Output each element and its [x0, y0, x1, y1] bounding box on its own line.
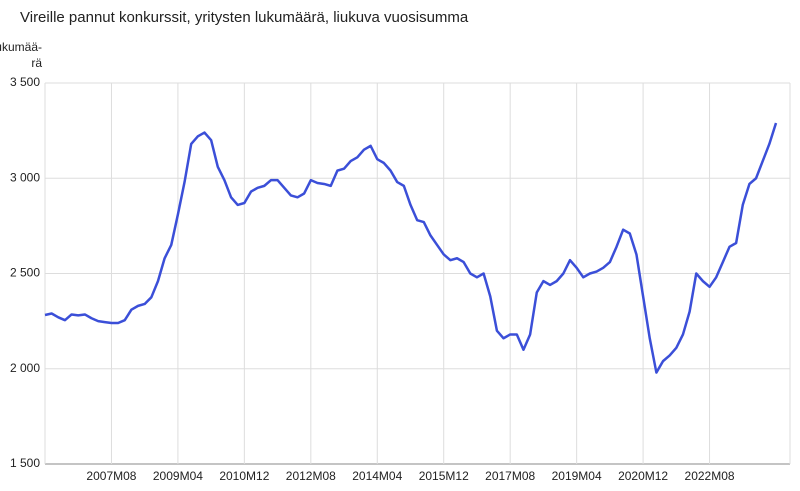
- x-tick-label: 2012M08: [286, 469, 336, 483]
- x-tick-label: 2022M08: [685, 469, 735, 483]
- data-line: [44, 122, 778, 374]
- x-tick-label: 2007M08: [86, 469, 136, 483]
- chart-title: Vireille pannut konkurssit, yritysten lu…: [20, 9, 469, 26]
- x-tick-label: 2020M12: [618, 469, 668, 483]
- y-axis-label: rä: [31, 56, 42, 70]
- x-tick-label: 2010M12: [219, 469, 269, 483]
- y-tick-label: 1 500: [10, 456, 40, 470]
- y-tick-label: 3 500: [10, 75, 40, 89]
- y-tick-label: 2 500: [10, 266, 40, 280]
- x-tick-label: 2009M04: [153, 469, 203, 483]
- x-tick-label: 2019M04: [552, 469, 602, 483]
- x-tick-label: 2015M12: [419, 469, 469, 483]
- y-tick-label: 3 000: [10, 170, 40, 184]
- y-axis-label: Lukumää-: [0, 40, 42, 54]
- x-tick-label: 2017M08: [485, 469, 535, 483]
- y-tick-label: 2 000: [10, 361, 40, 375]
- x-tick-label: 2014M04: [352, 469, 402, 483]
